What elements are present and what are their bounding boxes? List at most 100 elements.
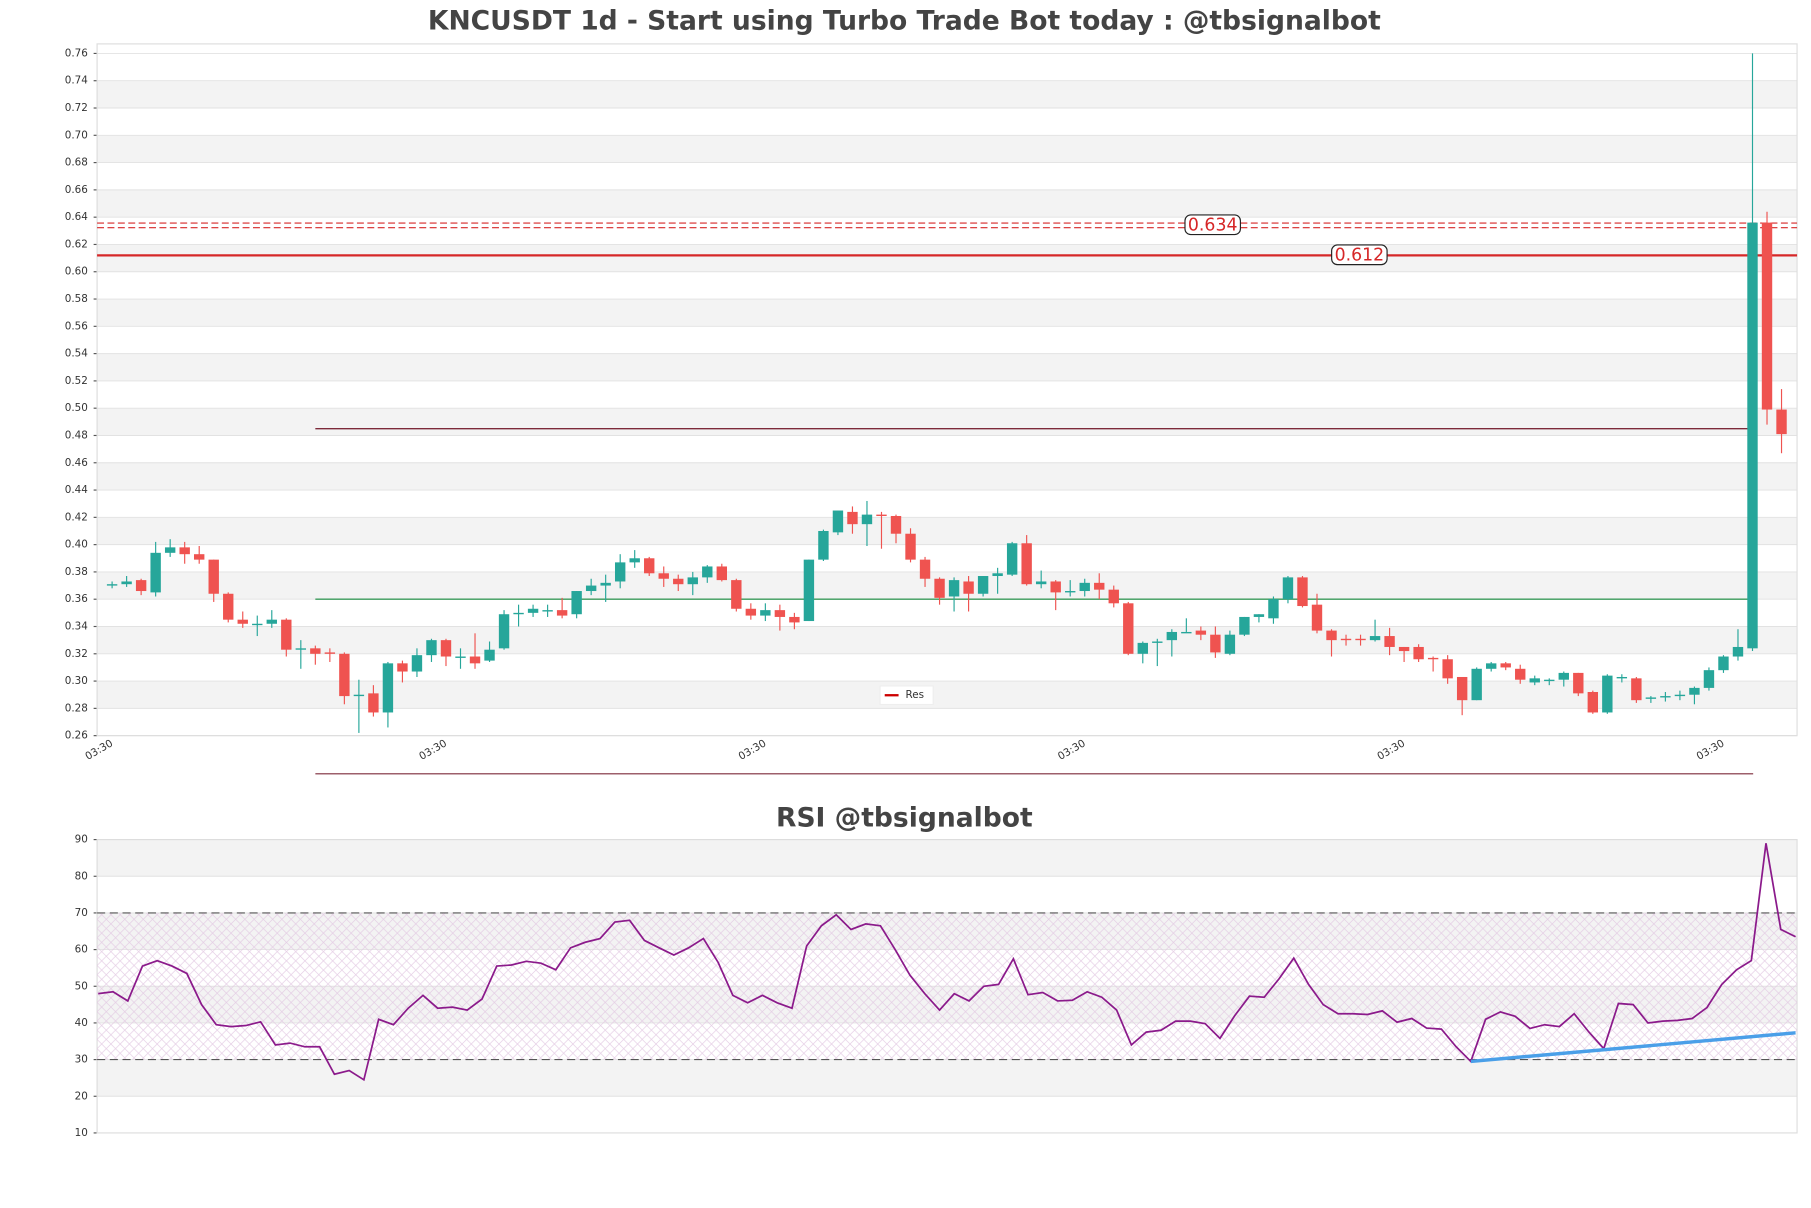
candle-body	[818, 530, 829, 560]
y-tick-label: 0.76	[65, 47, 88, 59]
candle-body	[1181, 631, 1192, 634]
candle-body	[1340, 638, 1352, 641]
candle-body	[629, 558, 640, 563]
candle-body	[571, 591, 582, 615]
y-tick-label: 0.44	[65, 484, 88, 496]
candle-body	[644, 558, 655, 574]
candle-body	[847, 511, 858, 525]
y-tick-label: 0.28	[65, 702, 88, 714]
candle-body	[208, 559, 219, 594]
y-tick-label: 40	[75, 1017, 88, 1029]
y-tick-label: 0.40	[65, 539, 88, 551]
grid-band	[97, 517, 1798, 545]
grid-band	[97, 353, 1798, 381]
candle-body	[1413, 646, 1424, 660]
candle-body	[687, 577, 698, 585]
candle-body	[1485, 663, 1497, 669]
candle-body	[1224, 634, 1236, 654]
candle-body	[353, 694, 365, 697]
candle-body	[1689, 687, 1700, 695]
candle-body	[339, 653, 350, 697]
y-tick-label: 10	[75, 1127, 88, 1139]
candle-body	[803, 559, 815, 622]
candle-body	[731, 580, 742, 609]
grid-band	[97, 626, 1798, 654]
candle-body	[1558, 672, 1569, 680]
candle-body	[1442, 659, 1453, 679]
candle-body	[1006, 543, 1018, 575]
y-tick-label: 0.42	[65, 511, 88, 523]
y-tick-label: 50	[75, 980, 88, 992]
candle-body	[876, 514, 887, 517]
candle-body	[455, 656, 466, 658]
y-tick-label: 0.62	[65, 238, 88, 250]
candle-body	[223, 593, 234, 620]
candle-body	[281, 619, 292, 650]
candle-body	[1079, 582, 1090, 592]
plot-frame	[96, 43, 1798, 737]
candle-body	[469, 656, 481, 664]
candle-body	[1674, 694, 1686, 697]
candle-body	[1747, 222, 1758, 649]
candle-body	[1195, 630, 1207, 635]
candle-body	[658, 573, 669, 579]
candle-body	[266, 619, 277, 624]
candle-body	[1732, 646, 1744, 657]
candle-body	[716, 566, 728, 581]
y-tick-label: 0.38	[65, 566, 88, 578]
candle-body	[977, 576, 989, 594]
candle-body	[1544, 679, 1555, 682]
candle-body	[484, 649, 495, 661]
y-tick-label: 90	[75, 834, 88, 846]
candle-body	[1384, 636, 1395, 647]
candle-body	[760, 610, 771, 616]
candle-body	[963, 581, 974, 594]
candle-body	[1253, 614, 1265, 617]
grid-band	[97, 839, 1798, 877]
y-tick-label: 0.26	[65, 730, 88, 742]
candle-body	[527, 608, 539, 613]
candle-body	[121, 581, 132, 585]
y-tick-label: 0.58	[65, 293, 88, 305]
candle-body	[1631, 678, 1642, 701]
y-tick-label: 0.72	[65, 102, 88, 114]
candle-body	[1123, 603, 1134, 654]
candle-body	[324, 652, 336, 654]
grid-band	[97, 681, 1798, 709]
grid-band	[97, 1059, 1798, 1097]
grid-band	[97, 189, 1798, 218]
rsi-line	[98, 843, 1796, 1082]
candle-body	[861, 514, 873, 525]
candle-body	[1427, 657, 1439, 660]
y-tick-label: 20	[75, 1090, 88, 1102]
y-tick-label: 0.60	[65, 266, 88, 278]
candle-body	[411, 655, 423, 672]
candle-body	[106, 584, 118, 586]
grid-band	[97, 299, 1798, 327]
grid-band	[97, 135, 1798, 163]
candle-body	[614, 562, 626, 582]
candle-body	[1050, 581, 1061, 593]
y-tick-label: 0.66	[65, 184, 88, 196]
candle-body	[1529, 678, 1540, 683]
y-tick-label: 0.48	[65, 429, 88, 441]
candle-body	[992, 573, 1003, 577]
y-tick-label: 80	[75, 870, 88, 882]
candle-body	[252, 623, 263, 626]
candle-body	[948, 580, 960, 597]
candle-body	[1035, 581, 1047, 585]
candle-body	[310, 648, 321, 654]
candle-body	[1500, 663, 1511, 668]
candle-body	[1355, 638, 1366, 641]
legend-box	[879, 685, 934, 706]
legend-label: Res	[906, 689, 925, 701]
candle-body	[934, 578, 945, 598]
y-tick-label: 0.64	[65, 211, 88, 223]
y-tick-label: 0.46	[65, 457, 88, 469]
candle-body	[1108, 589, 1119, 604]
candle-body	[1398, 646, 1410, 652]
y-tick-label: 0.70	[65, 129, 88, 141]
candle-body	[774, 610, 786, 617]
level-label: 0.612	[1335, 245, 1385, 265]
